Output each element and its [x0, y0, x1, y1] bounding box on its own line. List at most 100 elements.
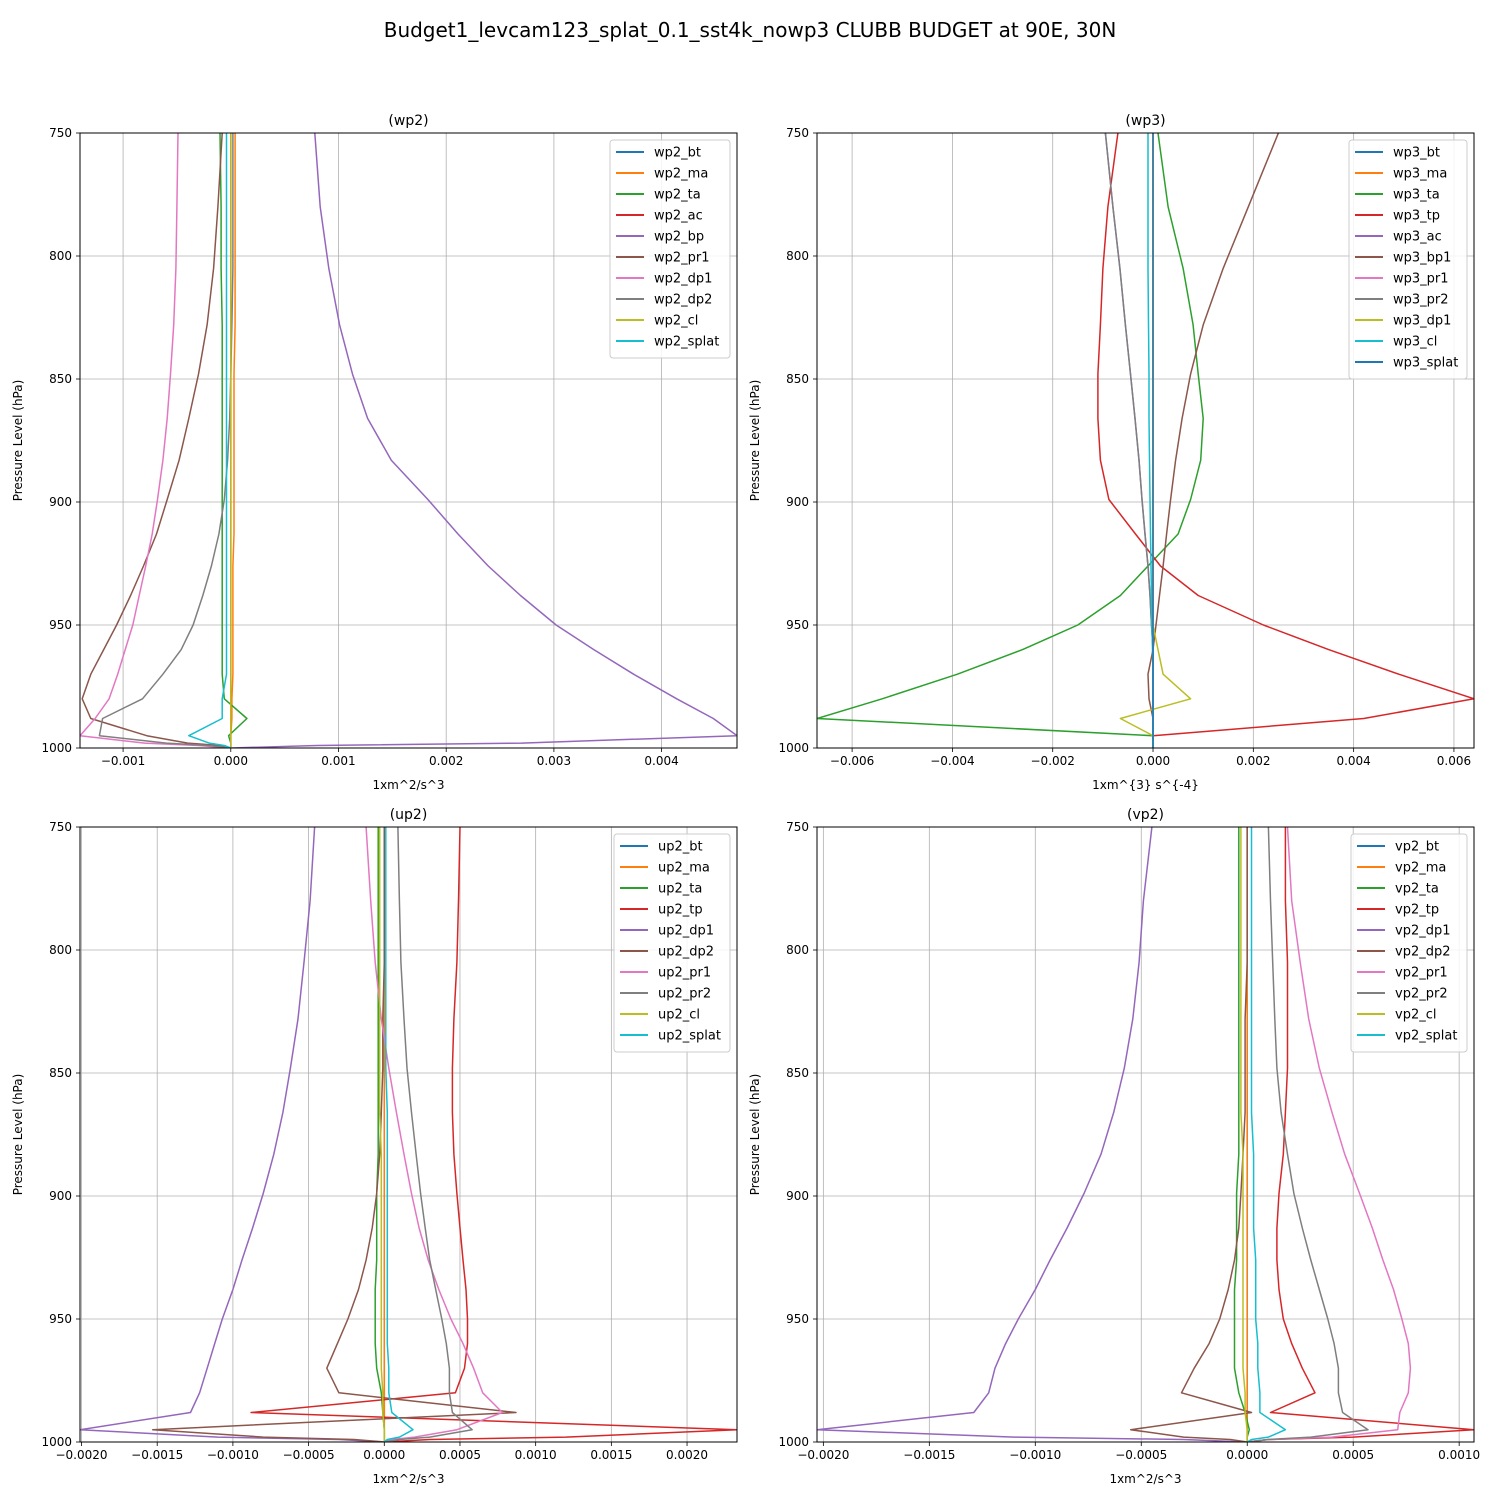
- x-tick-label: 0.0005: [1332, 1448, 1374, 1462]
- y-tick-label: 950: [49, 618, 72, 632]
- legend: vp2_bt vp2_ma vp2_ta vp2_tp vp2_dp1 vp2_dp2vp…: [1350, 833, 1468, 1053]
- x-tick-label: −0.004: [930, 754, 974, 768]
- series-line-wp2_dp2: [98, 133, 234, 748]
- legend-label: vp2_ta: [1395, 882, 1439, 897]
- y-tick-label: 950: [786, 1312, 809, 1326]
- legend-label: vp2_pr2: [1395, 987, 1448, 1002]
- legend: wp3_bt wp3_ma wp3_ta wp3_tp wp3_ac wp3_bp1 wp3…: [1348, 139, 1468, 380]
- legend-label: up2_cl: [658, 1008, 700, 1023]
- y-tick-label: 900: [786, 1189, 809, 1203]
- legend-label: vp2_cl: [1395, 1008, 1436, 1023]
- x-tick-label: 0.002: [1236, 754, 1270, 768]
- y-axis-label: Pressure Level (hPa): [748, 380, 762, 502]
- legend-label: wp3_pr2: [1393, 293, 1449, 308]
- series-line-wp2_bp: [230, 133, 737, 748]
- series-line-wp2_pr1: [81, 133, 231, 748]
- series-line-vp2_splat: [1246, 827, 1287, 1442]
- legend-label: wp3_ac: [1393, 230, 1442, 245]
- x-tick-label: −0.0010: [207, 1448, 259, 1462]
- legend-label: up2_pr1: [658, 966, 711, 981]
- y-tick-label: 800: [786, 249, 809, 263]
- y-tick-label: 850: [786, 1066, 809, 1080]
- legend-label: wp2_bt: [654, 146, 701, 161]
- y-tick-label: 1000: [41, 1435, 72, 1449]
- y-tick-label: 750: [786, 820, 809, 834]
- series-line-wp2_splat: [188, 133, 232, 748]
- series-line-up2_dp1: [80, 827, 385, 1442]
- legend-label: up2_dp1: [658, 924, 714, 939]
- y-tick-label: 1000: [41, 741, 72, 755]
- legend-label: up2_tp: [658, 903, 703, 918]
- x-tick-label: −0.0005: [1115, 1448, 1167, 1462]
- y-tick-label: 850: [49, 1066, 72, 1080]
- subplot-title: (up2): [390, 807, 428, 823]
- legend-label: wp3_ta: [1393, 188, 1440, 203]
- axes-frame: [79, 132, 738, 749]
- y-tick-label: 800: [49, 943, 72, 957]
- x-tick-label: −0.0010: [1009, 1448, 1061, 1462]
- x-tick-label: 0.0020: [666, 1448, 708, 1462]
- y-tick-label: 900: [49, 1189, 72, 1203]
- legend-label: vp2_tp: [1395, 903, 1439, 918]
- series-line-up2_splat: [383, 827, 414, 1442]
- x-tick-label: −0.001: [101, 754, 145, 768]
- y-tick-label: 750: [786, 126, 809, 140]
- axes-frame: [816, 132, 1475, 749]
- series-line-wp2_ta: [219, 133, 248, 748]
- legend: up2_bt up2_ma up2_ta up2_tp up2_dp1 up2_dp2up…: [613, 833, 731, 1053]
- legend-label: up2_pr2: [658, 987, 711, 1002]
- series-line-vp2_dp1: [817, 827, 1248, 1442]
- x-tick-label: −0.0005: [283, 1448, 335, 1462]
- legend-label: wp3_tp: [1393, 209, 1440, 224]
- legend-label: wp3_ma: [1393, 167, 1447, 182]
- x-tick-label: 0.006: [1437, 754, 1471, 768]
- subplot-vp2: −0.0020 −0.0015 −0.0010 −0.0005 0.0000 0.0005…: [748, 807, 1480, 1486]
- y-tick-label: 1000: [778, 741, 809, 755]
- y-tick-label: 800: [786, 943, 809, 957]
- x-tick-label: 0.0005: [439, 1448, 481, 1462]
- series-line-vp2_dp2: [1129, 827, 1253, 1442]
- x-tick-label: 0.001: [321, 754, 355, 768]
- x-axis-label: 1xm^2/s^3: [1109, 1472, 1181, 1486]
- legend-label: wp2_ta: [654, 188, 701, 203]
- legend-label: wp2_splat: [654, 335, 719, 350]
- x-tick-label: 0.002: [429, 754, 463, 768]
- series-line-wp2_dp1: [80, 133, 231, 748]
- x-tick-label: 0.000: [214, 754, 248, 768]
- x-tick-label: −0.0015: [903, 1448, 955, 1462]
- y-tick-label: 950: [786, 618, 809, 632]
- y-tick-label: 750: [49, 820, 72, 834]
- series-lines: [817, 133, 1474, 748]
- axes-frame: [816, 826, 1475, 1443]
- legend-label: up2_ta: [658, 882, 702, 897]
- x-tick-label: −0.002: [1031, 754, 1075, 768]
- legend-label: wp3_cl: [1393, 335, 1437, 350]
- grid: [80, 826, 737, 1443]
- x-tick-label: −0.0020: [55, 1448, 107, 1462]
- legend: wp2_bt wp2_ma wp2_ta wp2_ac wp2_bp wp2_pr1 wp2…: [609, 139, 731, 359]
- series-line-up2_pr1: [365, 827, 504, 1442]
- subplot-up2: −0.0020 −0.0015 −0.0010 −0.0005 0.0000 0.0005…: [11, 807, 738, 1486]
- legend-label: vp2_dp1: [1395, 924, 1451, 939]
- series-line-vp2_cl: [1240, 827, 1248, 1442]
- x-tick-label: 0.0015: [590, 1448, 632, 1462]
- y-axis-label: Pressure Level (hPa): [748, 1074, 762, 1196]
- series-line-up2_pr2: [384, 827, 473, 1442]
- y-tick-label: 850: [49, 372, 72, 386]
- legend-label: wp3_bt: [1393, 146, 1440, 161]
- legend-label: up2_ma: [658, 861, 710, 876]
- series-line-wp3_ta: [817, 133, 1204, 748]
- legend-label: wp3_splat: [1393, 356, 1458, 371]
- legend-label: up2_splat: [658, 1029, 721, 1044]
- legend-label: wp2_dp1: [654, 272, 712, 287]
- x-tick-label: −0.006: [830, 754, 874, 768]
- y-tick-label: 800: [49, 249, 72, 263]
- x-tick-label: −0.0020: [797, 1448, 849, 1462]
- x-tick-label: 0.004: [1336, 754, 1370, 768]
- legend-label: vp2_ma: [1395, 861, 1446, 876]
- x-tick-label: 0.0000: [363, 1448, 405, 1462]
- y-axis-label: Pressure Level (hPa): [11, 1074, 25, 1196]
- legend-label: up2_bt: [658, 840, 703, 855]
